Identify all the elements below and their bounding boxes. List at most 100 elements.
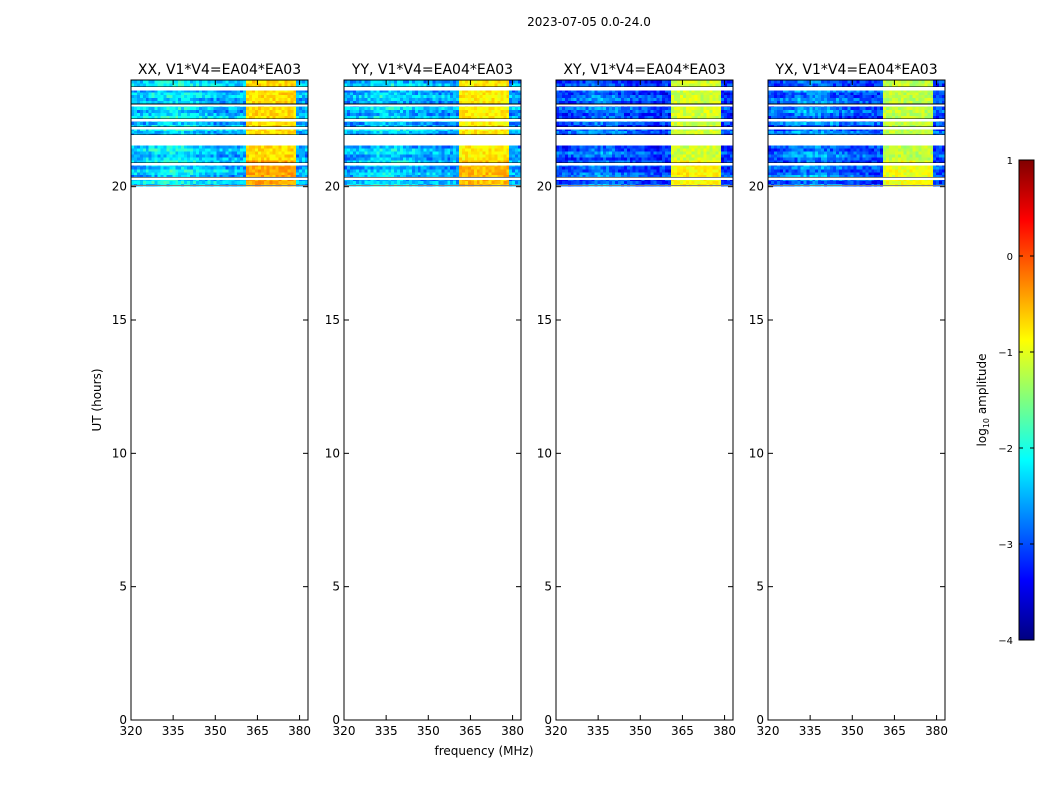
heatmap-cell (406, 181, 409, 184)
heatmap-cell (480, 154, 483, 157)
heatmap-cell (225, 107, 228, 110)
heatmap-cell (175, 92, 178, 95)
heatmap-cell (444, 154, 447, 157)
heatmap-cell (594, 157, 597, 160)
heatmap-cell (415, 145, 418, 148)
heatmap-cell (166, 154, 169, 157)
heatmap-cell (486, 181, 489, 184)
heatmap-cell (249, 110, 252, 113)
heatmap-cell (184, 145, 187, 148)
heatmap-cell (427, 121, 430, 124)
heatmap-cell (175, 157, 178, 160)
heatmap-cell (515, 166, 518, 169)
heatmap-cell (406, 169, 409, 172)
heatmap-cell (388, 172, 391, 175)
heatmap-cell (506, 107, 509, 110)
heatmap-cell (674, 166, 677, 169)
heatmap-cell (368, 130, 371, 133)
heatmap-cell (243, 110, 246, 113)
heatmap-cell (500, 113, 503, 116)
heatmap-cell (403, 145, 406, 148)
heatmap-cell (237, 107, 240, 110)
heatmap-cell (409, 151, 412, 154)
heatmap-cell (284, 151, 287, 154)
heatmap-cell (243, 83, 246, 86)
heatmap-cell (494, 130, 497, 133)
heatmap-cell (483, 83, 486, 86)
heatmap-cell (512, 121, 515, 124)
heatmap-cell (400, 92, 403, 95)
heatmap-cell (486, 121, 489, 124)
heatmap-cell (161, 154, 164, 157)
heatmap-cell (374, 98, 377, 101)
heatmap-cell (391, 80, 394, 83)
heatmap-cell (175, 107, 178, 110)
heatmap-cell (155, 181, 158, 184)
heatmap-cell (350, 145, 353, 148)
heatmap-cell (234, 148, 237, 151)
heatmap-cell (695, 172, 698, 175)
heatmap-cell (217, 113, 220, 116)
heatmap-cell (462, 169, 465, 172)
heatmap-cell (143, 80, 146, 83)
heatmap-cell (350, 83, 353, 86)
heatmap-cell (400, 169, 403, 172)
heatmap-cell (597, 166, 600, 169)
heatmap-cell (228, 98, 231, 101)
heatmap-cell (140, 98, 143, 101)
heatmap-cell (169, 130, 172, 133)
heatmap-cell (400, 130, 403, 133)
heatmap-cell (246, 121, 249, 124)
heatmap-cell (281, 121, 284, 124)
heatmap-cell (500, 121, 503, 124)
heatmap-cell (178, 172, 181, 175)
heatmap-cell (273, 154, 276, 157)
heatmap-cell (258, 121, 261, 124)
heatmap-cell (149, 145, 152, 148)
heatmap-cell (565, 172, 568, 175)
heatmap-cell (400, 101, 403, 104)
heatmap-cell (497, 95, 500, 98)
heatmap-cell (208, 181, 211, 184)
heatmap-cell (143, 145, 146, 148)
heatmap-cell (214, 145, 217, 148)
heatmap-cell (388, 181, 391, 184)
heatmap-cell (580, 166, 583, 169)
heatmap-cell (237, 98, 240, 101)
heatmap-cell (284, 110, 287, 113)
heatmap-cell (409, 166, 412, 169)
heatmap-cell (234, 95, 237, 98)
heatmap-cell (149, 83, 152, 86)
heatmap-cell (267, 121, 270, 124)
heatmap-cell (453, 154, 456, 157)
heatmap-cell (356, 110, 359, 113)
heatmap-cell (175, 172, 178, 175)
heatmap-cell (205, 98, 208, 101)
heatmap-cell (450, 101, 453, 104)
heatmap-cell (255, 95, 258, 98)
heatmap-cell (258, 157, 261, 160)
heatmap-cell (477, 148, 480, 151)
heatmap-cell (371, 148, 374, 151)
heatmap-cell (205, 110, 208, 113)
heatmap-cell (267, 83, 270, 86)
heatmap-cell (503, 107, 506, 110)
heatmap-cell (385, 95, 388, 98)
heatmap-cell (438, 101, 441, 104)
heatmap-cell (627, 181, 630, 184)
heatmap-cell (267, 166, 270, 169)
heatmap-cell (562, 169, 565, 172)
heatmap-cell (406, 172, 409, 175)
heatmap-cell (178, 154, 181, 157)
heatmap-cell (350, 130, 353, 133)
heatmap-cell (492, 166, 495, 169)
heatmap-cell (299, 107, 302, 110)
heatmap-cell (187, 130, 190, 133)
heatmap-cell (234, 169, 237, 172)
heatmap-cell (727, 172, 730, 175)
heatmap-cell (276, 166, 279, 169)
heatmap-cell (621, 181, 624, 184)
heatmap-cell (350, 107, 353, 110)
heatmap-cell (344, 157, 347, 160)
heatmap-cell (146, 148, 149, 151)
